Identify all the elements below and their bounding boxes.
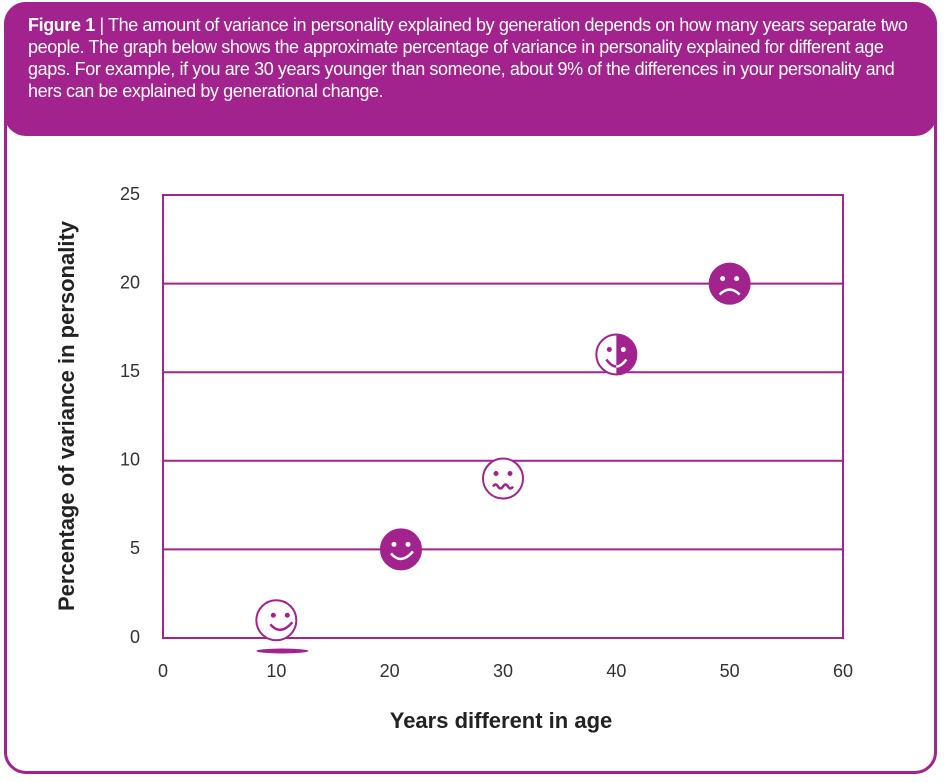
face-eye — [284, 612, 290, 618]
face-mouth — [718, 288, 741, 296]
x-tick-label: 40 — [606, 661, 626, 681]
y-axis-label: Percentage of variance in personality — [54, 220, 79, 611]
point — [380, 528, 422, 571]
face-eye — [734, 276, 740, 282]
face-half — [616, 334, 637, 375]
face-mouth — [390, 550, 414, 561]
point-group — [595, 333, 638, 376]
y-tick-label: 10 — [120, 450, 140, 470]
y-tick-label: 20 — [120, 272, 140, 292]
caption: | The amount of variance in personality … — [28, 15, 908, 101]
face-eye — [720, 276, 726, 282]
plot-frame — [162, 194, 844, 639]
face-mouth — [616, 358, 628, 368]
point-group — [482, 457, 524, 500]
x-tick-label: 60 — [833, 661, 853, 681]
face-eye — [620, 346, 626, 352]
point — [482, 457, 524, 500]
face-mouth — [605, 358, 617, 368]
x-tick-label: 0 — [158, 661, 168, 681]
x-tick-label: 30 — [493, 661, 513, 681]
face-eye — [507, 471, 513, 477]
face-eye — [391, 541, 397, 547]
point — [255, 599, 298, 642]
face-eye — [493, 471, 499, 477]
face-eye — [606, 346, 612, 352]
face-eye — [270, 612, 276, 618]
x-tick-label: 10 — [266, 661, 286, 681]
point-group — [380, 528, 422, 571]
shadow — [256, 648, 309, 654]
x-axis-label: Years different in age — [390, 708, 613, 733]
y-tick-label: 25 — [120, 184, 140, 204]
x-tick-label: 20 — [380, 661, 400, 681]
face-mouth — [269, 621, 294, 632]
y-tick-label: 15 — [120, 361, 140, 381]
point-group — [708, 262, 751, 305]
caption-box: Figure 1 | The amount of variance in per… — [4, 2, 937, 136]
y-tick-label: 0 — [130, 627, 140, 647]
face-mouth — [491, 483, 515, 490]
figure-label: Figure 1 — [28, 15, 95, 35]
point-group — [255, 599, 309, 654]
face-eye — [405, 541, 411, 547]
y-tick-label: 5 — [130, 538, 140, 558]
x-tick-label: 50 — [720, 661, 740, 681]
point — [708, 262, 751, 305]
